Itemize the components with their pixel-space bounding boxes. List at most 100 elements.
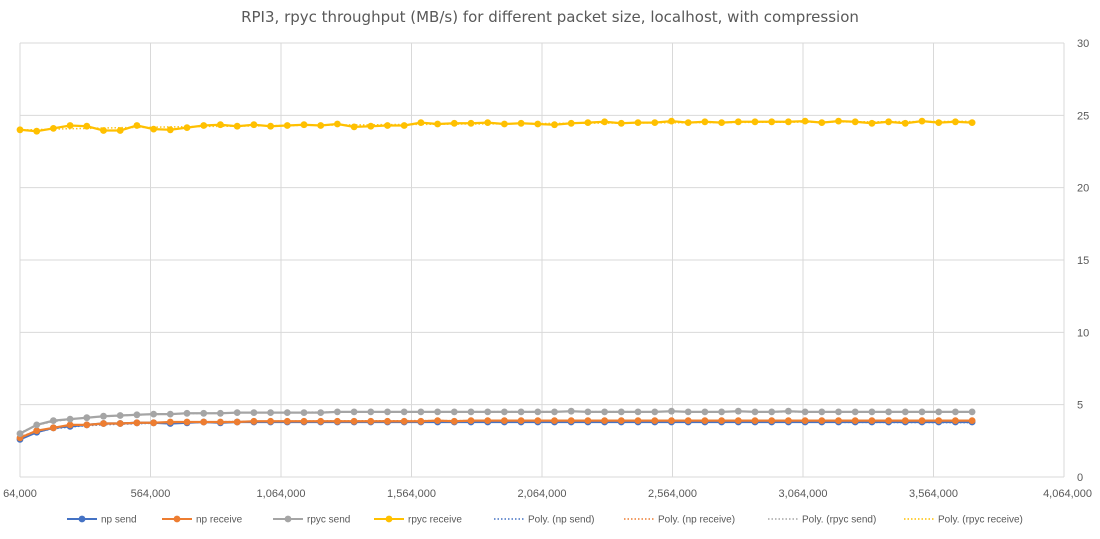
data-point (617, 119, 625, 127)
data-point (100, 412, 107, 420)
data-point (150, 125, 158, 133)
data-point (601, 118, 608, 126)
legend-item: rpyc send (273, 515, 350, 526)
data-point (901, 119, 909, 127)
legend-marker (284, 515, 292, 523)
data-point (66, 415, 74, 423)
data-point (300, 417, 308, 425)
data-point (734, 407, 742, 415)
legend: np send np receive rpyc send rpyc receive Po… (67, 515, 1023, 526)
data-point (651, 417, 659, 424)
legend-label: np receive (196, 515, 243, 526)
series-line-0 (19, 420, 973, 441)
data-point (567, 417, 575, 424)
data-point (901, 408, 909, 416)
legend-label: rpyc receive (408, 515, 462, 526)
data-point (217, 418, 224, 426)
data-point (668, 407, 675, 415)
legend-label: Poly. (np send) (528, 515, 595, 526)
data-point (567, 407, 575, 415)
data-point (801, 417, 809, 424)
legend-label: np send (101, 515, 137, 526)
y-tick-label: 25 (1077, 110, 1089, 122)
data-point (534, 417, 542, 424)
legend-item: np receive (162, 515, 243, 526)
data-point (16, 126, 24, 134)
data-point (317, 417, 325, 425)
data-point (33, 427, 41, 435)
trendlines (19, 120, 973, 439)
data-point (200, 122, 208, 129)
data-point (634, 119, 642, 126)
data-point (885, 417, 892, 424)
x-tick-label: 4,064,000 (1043, 488, 1092, 500)
data-point (868, 417, 876, 424)
data-point (450, 119, 458, 127)
data-point (434, 120, 441, 128)
data-point (651, 119, 659, 126)
data-point (785, 407, 792, 415)
data-point (868, 119, 876, 127)
data-point (734, 118, 742, 126)
data-point (16, 430, 24, 437)
data-point (100, 127, 107, 134)
data-point (217, 409, 224, 417)
data-point (233, 409, 241, 416)
data-point (116, 420, 124, 427)
legend-label: Poly. (rpyc receive) (938, 515, 1023, 526)
data-point (250, 417, 258, 425)
x-tick-label: 3,564,000 (909, 488, 958, 500)
legend-item: Poly. (np send) (494, 515, 595, 526)
series-line-1 (19, 419, 973, 439)
data-point (718, 408, 725, 416)
data-point (334, 120, 341, 128)
data-point (835, 408, 842, 416)
x-tick-label: 64,000 (3, 488, 37, 500)
data-point (835, 417, 842, 424)
data-point (283, 122, 291, 129)
data-point (818, 408, 826, 416)
data-point (818, 417, 826, 424)
data-point (751, 408, 759, 416)
data-point (450, 417, 458, 425)
data-point (734, 417, 742, 424)
legend-item: rpyc receive (374, 515, 462, 526)
y-tick-label: 15 (1077, 255, 1089, 267)
data-point (166, 418, 174, 426)
data-point (801, 408, 809, 416)
data-point (918, 417, 926, 424)
data-point (83, 414, 91, 422)
data-point (133, 419, 141, 427)
data-point (367, 417, 375, 425)
data-point (952, 408, 959, 416)
data-point (400, 408, 408, 416)
data-point (350, 123, 358, 131)
data-point (751, 417, 759, 424)
data-point (935, 119, 943, 126)
data-point (200, 418, 208, 426)
data-point (267, 417, 274, 425)
x-tick-label: 1,064,000 (257, 488, 306, 500)
data-point (601, 417, 608, 424)
data-point (551, 417, 558, 424)
data-point (851, 408, 859, 416)
data-point (434, 408, 441, 416)
legend-item: Poly. (rpyc send) (768, 515, 876, 526)
x-tick-label: 1,564,000 (387, 488, 436, 500)
data-point (684, 119, 692, 126)
legend-marker (385, 515, 393, 523)
data-point (918, 408, 926, 416)
data-point (50, 424, 57, 432)
data-point (183, 409, 191, 417)
data-point (935, 417, 943, 424)
data-point (300, 121, 308, 129)
data-point (718, 417, 725, 424)
x-tick-label: 2,064,000 (518, 488, 567, 500)
data-point (50, 124, 57, 132)
gridlines (19, 42, 1065, 477)
data-point (417, 417, 425, 425)
data-point (300, 409, 308, 416)
data-point (100, 420, 107, 427)
